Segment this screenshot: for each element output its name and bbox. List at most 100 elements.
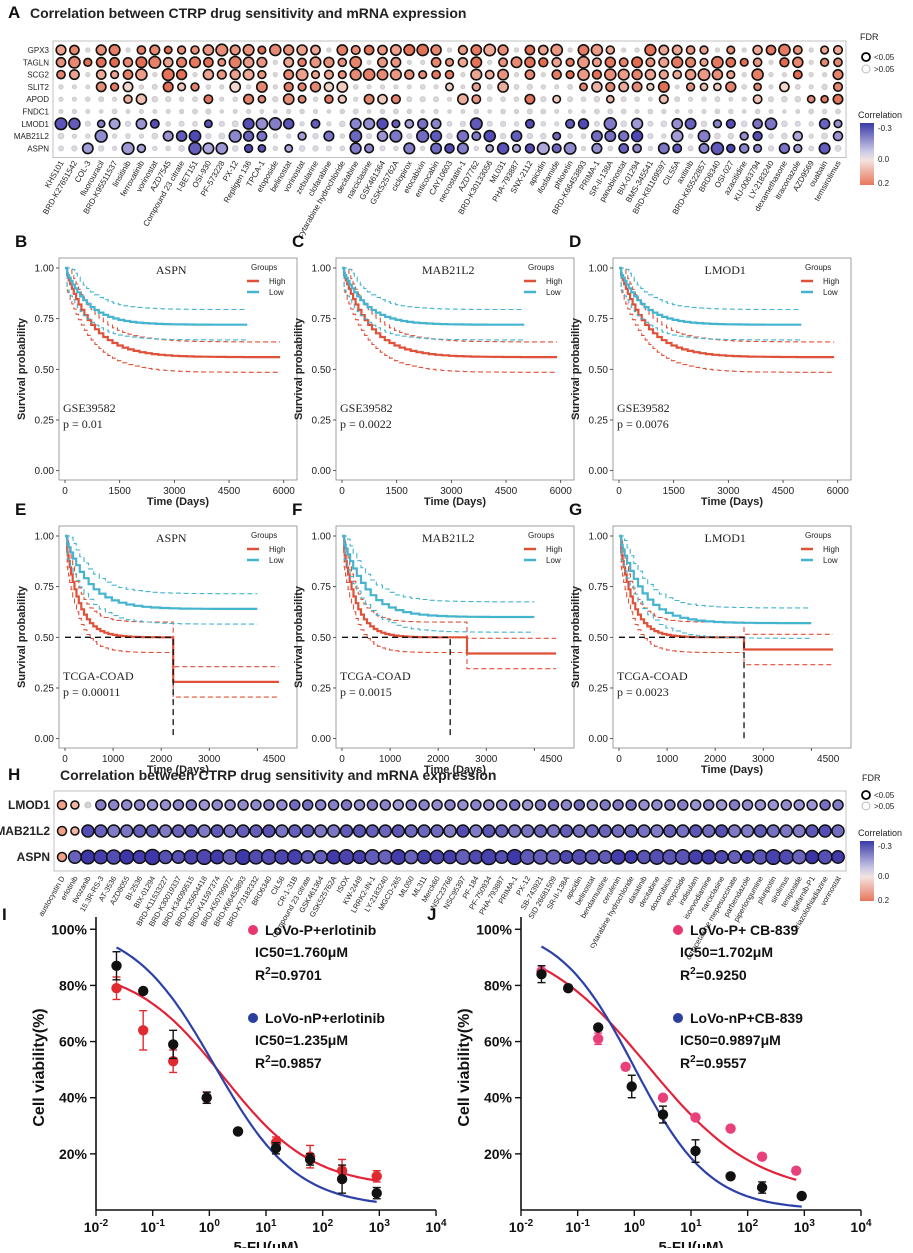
- survival-panel-letter: C: [292, 232, 304, 251]
- survival-ytick-label: 0.00: [312, 734, 332, 745]
- panel-a-bubble: [698, 142, 710, 154]
- panel-a-bubble: [58, 84, 64, 90]
- panel-h-bubble: [352, 824, 367, 838]
- panel-a-bubble: [352, 108, 359, 115]
- panel-a-bubble: [135, 56, 148, 69]
- dose-data-point: [138, 1025, 149, 1036]
- panel-a-bubble: [376, 117, 389, 131]
- survival-gene-title: LMOD1: [705, 531, 746, 545]
- survival-pvalue-label: p = 0.0015: [340, 685, 392, 699]
- panel-a-bubble: [657, 80, 670, 93]
- panel-a-bubble: [135, 68, 148, 81]
- panel-i-dose-response: I 20% 40% 60% 80% 100% 10-2 10-1 100 101 102 103 104…: [2, 905, 447, 1253]
- panel-h-bubble: [507, 824, 522, 838]
- panel-a-bubble: [459, 120, 466, 127]
- panel-a-bubble: [792, 44, 803, 55]
- panel-a-bubble: [295, 68, 309, 82]
- panel-h-bubble: [353, 799, 366, 811]
- panel-a-bubble: [406, 96, 413, 103]
- panel-h-bubble: [67, 849, 82, 865]
- survival-pvalue-label: p = 0.0023: [617, 685, 669, 699]
- panel-h-bubble: [546, 824, 561, 838]
- panel-h-bubble: [740, 824, 755, 838]
- panel-a-bubble: [593, 120, 600, 127]
- panel-h-bubble: [120, 799, 133, 811]
- panel-a-bubble: [781, 95, 788, 103]
- panel-h-bubble: [158, 824, 173, 838]
- dose-data-point: [657, 1092, 669, 1103]
- panel-a-bubble: [768, 84, 774, 90]
- panel-a-bubble: [794, 95, 801, 103]
- survival-legend-high: High: [269, 277, 285, 286]
- panel-a-bubble: [711, 68, 724, 81]
- panel-h-bubble: [133, 799, 146, 811]
- panel-h-bubble: [470, 799, 482, 811]
- panel-h-bubble: [196, 848, 213, 866]
- survival-ytick-label: 0.25: [589, 415, 609, 426]
- dose-data-point: [201, 1092, 212, 1103]
- panel-h-bubble: [598, 849, 613, 865]
- panel-a-bubble: [390, 56, 402, 68]
- panel-a-bubble: [607, 108, 614, 115]
- panel-a-bubble: [138, 109, 144, 115]
- dose-fit-curve: [116, 983, 377, 1182]
- panel-a-bubble: [229, 68, 241, 81]
- panel-a-bubble: [485, 143, 495, 153]
- panel-a-bubble: [739, 57, 749, 67]
- panel-a-bubble: [699, 45, 709, 55]
- survival-high-ci-lower: [619, 535, 833, 666]
- dose-ytick-label: 60%: [484, 1034, 513, 1050]
- panel-a-bubble: [554, 109, 560, 115]
- dose-data-point: [690, 1112, 701, 1123]
- dose-ytick-label: 20%: [484, 1146, 513, 1162]
- panel-a-bubble: [510, 56, 523, 69]
- panel-a-bubble: [71, 96, 77, 102]
- panel-a-bubble: [620, 96, 627, 103]
- panel-a-bubble: [152, 145, 158, 152]
- panel-a-bubble: [349, 68, 362, 81]
- panel-a-bubble: [95, 44, 107, 56]
- panel-h-bubble: [573, 799, 586, 811]
- panel-h-bubble: [326, 824, 341, 838]
- panel-h-bubble: [480, 848, 498, 866]
- panel-a-bubble: [202, 56, 214, 68]
- panel-a-bubble: [379, 84, 386, 90]
- panel-a-bubble: [366, 109, 372, 114]
- panel-a-letter: A: [8, 3, 20, 22]
- survival-median-line: [65, 636, 174, 739]
- dose-data-point: [725, 1171, 736, 1182]
- dose-xtick-label: 10-1: [565, 1218, 590, 1235]
- panel-h-bubble: [804, 849, 820, 865]
- panel-h-bubble: [327, 799, 340, 811]
- panel-a-bubble: [283, 69, 295, 81]
- h-fdr-legend-title: FDR: [862, 773, 881, 783]
- h-fdr-legend-sig-label: <0.05: [874, 791, 895, 800]
- panel-a-bubble: [661, 133, 667, 139]
- panel-a-bubble: [215, 141, 229, 155]
- panel-a-bubble: [496, 142, 510, 155]
- survival-low-ci-upper: [619, 535, 812, 609]
- panel-h-bubble: [172, 799, 185, 811]
- panel-a-bubble: [740, 120, 748, 128]
- panel-a-bubble: [550, 43, 564, 57]
- survival-xtick-label: 0: [339, 754, 345, 765]
- panel-a-bubble: [768, 133, 774, 139]
- panel-h-bubble: [352, 849, 367, 865]
- dose-legend-ic50: IC50=0.9897μM: [680, 1032, 781, 1048]
- survival-low-ci-upper: [342, 267, 525, 311]
- panel-a-bubble: [228, 55, 242, 69]
- corr-legend-top: -0.3: [878, 124, 892, 133]
- panel-a-bubble: [111, 133, 118, 139]
- panel-h-bubble: [741, 799, 754, 811]
- dose-ytick-label: 40%: [59, 1090, 88, 1106]
- survival-panel-g: G 0.00 0.25 0.50 0.75 1.00 0 1000 2000 3000 4500 Ti…: [569, 500, 852, 776]
- panel-a-bubble: [618, 81, 630, 93]
- survival-xlabel: Time (Days): [147, 496, 209, 508]
- survival-ytick-label: 0.50: [312, 633, 332, 644]
- panel-h-bubble: [677, 799, 689, 811]
- panel-a-bubble: [135, 117, 148, 130]
- survival-legend-low: Low: [546, 556, 561, 565]
- panel-a-bubble: [605, 94, 615, 104]
- dose-fit-curve: [540, 966, 797, 1181]
- panel-a-bubble: [192, 72, 198, 78]
